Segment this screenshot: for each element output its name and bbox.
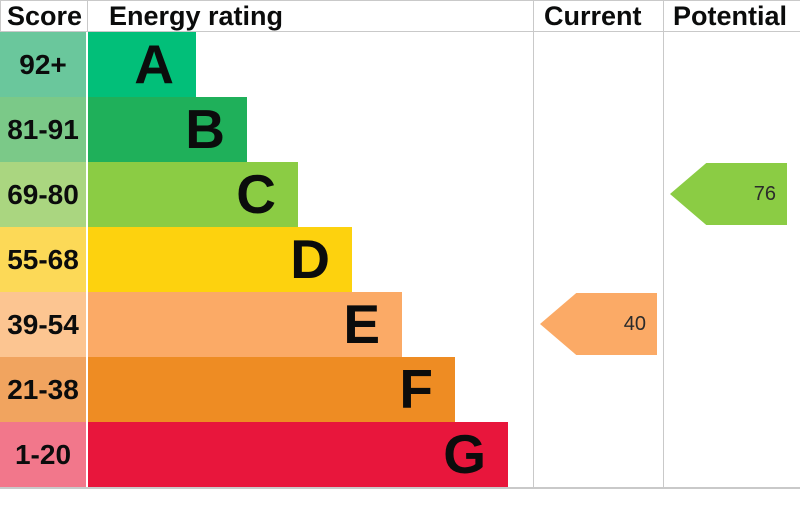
band-bar-d: D <box>88 227 352 292</box>
band-row-e: 39-54 E <box>0 292 800 357</box>
band-letter-d: D <box>290 228 330 290</box>
band-bar-b: B <box>88 97 247 162</box>
band-bar-e: E <box>88 292 402 357</box>
potential-rating-value: 76 <box>753 182 776 205</box>
band-bar-f: F <box>88 357 455 422</box>
band-row-c: 69-80 C <box>0 162 800 227</box>
current-column-divider <box>533 0 534 487</box>
current-rating-value: 40 <box>623 312 646 335</box>
band-row-b: 81-91 B <box>0 97 800 162</box>
current-column-header: Current <box>544 1 642 31</box>
score-column-header: Score <box>7 1 83 31</box>
score-range-b: 81-91 <box>0 97 86 162</box>
score-range-a: 92+ <box>0 32 86 97</box>
band-letter-c: C <box>236 163 276 225</box>
score-range-f: 21-38 <box>0 357 86 422</box>
chart-bottom-border <box>0 487 800 489</box>
band-bar-c: C <box>88 162 298 227</box>
band-letter-g: G <box>443 423 486 485</box>
score-range-d: 55-68 <box>0 227 86 292</box>
band-letter-f: F <box>399 358 433 420</box>
band-letter-e: E <box>343 293 380 355</box>
score-range-g: 1-20 <box>0 422 86 487</box>
band-letter-a: A <box>134 33 174 95</box>
band-letter-b: B <box>185 98 225 160</box>
band-row-f: 21-38 F <box>0 357 800 422</box>
band-row-g: 1-20 G <box>0 422 800 487</box>
score-range-e: 39-54 <box>0 292 86 357</box>
header-left-border <box>0 0 1 32</box>
band-bar-g: G <box>88 422 508 487</box>
band-bar-a: A <box>88 32 196 97</box>
chart-header-row: Score Energy rating Current Potential <box>0 0 800 32</box>
band-row-a: 92+ A <box>0 32 800 97</box>
band-row-d: 55-68 D <box>0 227 800 292</box>
band-rows: 92+ A 81-91 B 69-80 C 55-68 D 39-54 <box>0 32 800 487</box>
score-column-divider <box>87 0 88 32</box>
energy-rating-column-header: Energy rating <box>109 1 284 31</box>
score-range-c: 69-80 <box>0 162 86 227</box>
potential-column-divider <box>663 0 664 487</box>
potential-column-header: Potential <box>673 1 788 31</box>
